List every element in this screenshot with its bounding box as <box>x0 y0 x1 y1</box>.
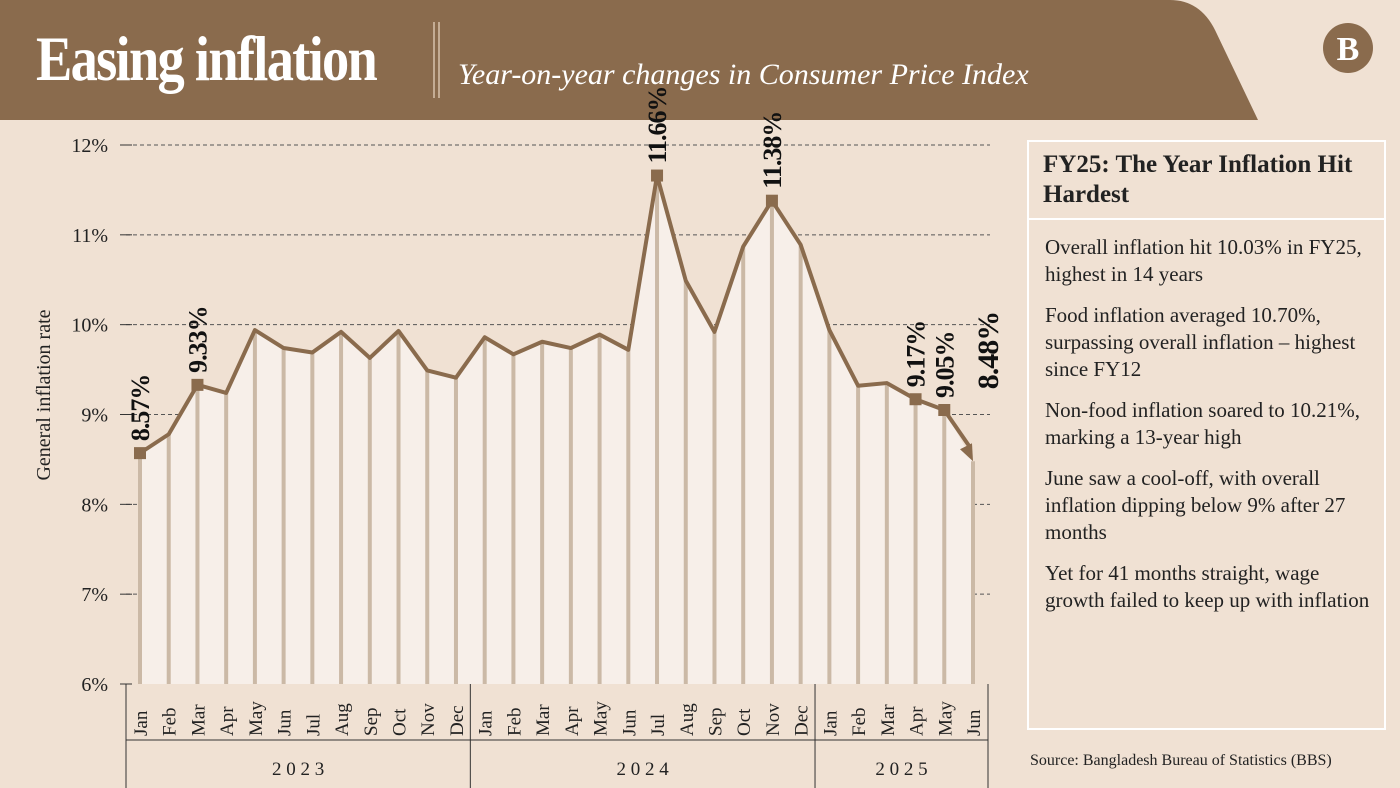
data-label: 11.66% <box>643 86 672 163</box>
x-tick-label: Sep <box>361 708 382 737</box>
x-tick-label: Nov <box>418 703 439 736</box>
x-tick-label: Apr <box>907 706 928 736</box>
x-tick-label: Oct <box>734 708 755 736</box>
y-tick-label: 9% <box>81 405 108 427</box>
x-tick-label: Oct <box>390 708 411 736</box>
data-label: 8.57% <box>126 375 155 442</box>
data-point-marker <box>651 169 664 182</box>
source-note: Source: Bangladesh Bureau of Statistics … <box>1030 752 1332 769</box>
year-label: 2 0 2 5 <box>875 759 927 780</box>
series-line <box>138 173 945 455</box>
x-tick-label: May <box>591 701 612 736</box>
x-tick-label: Apr <box>562 706 583 736</box>
x-tick-label: Mar <box>878 704 899 736</box>
data-point-marker <box>191 378 204 391</box>
x-tick-label: Aug <box>332 703 353 736</box>
chart-title: Easing inflation <box>36 23 378 94</box>
x-tick-label: Mar <box>533 704 554 736</box>
data-point-marker <box>938 404 951 417</box>
x-tick-label: Jul <box>303 714 324 736</box>
x-tick-label: Nov <box>763 703 784 736</box>
data-label: 9.05% <box>930 332 959 399</box>
arrow-head-icon <box>960 443 973 462</box>
y-tick-label: 12% <box>71 135 108 157</box>
x-tick-label: May <box>935 701 956 736</box>
data-point-marker <box>134 447 146 460</box>
data-label: 11.38% <box>758 112 787 189</box>
year-label: 2 0 2 3 <box>272 759 324 780</box>
data-label: 9.17% <box>902 321 931 388</box>
x-tick-label: Jan <box>131 710 152 736</box>
x-tick-label: May <box>246 701 267 736</box>
x-tick-label: Sep <box>705 708 726 737</box>
data-point-marker <box>765 194 778 207</box>
x-tick-label: Apr <box>217 706 238 736</box>
chart-subtitle: Year-on-year changes in Consumer Price I… <box>458 58 1029 91</box>
year-label: 2 0 2 4 <box>617 759 670 780</box>
x-tick-label: Jun <box>964 709 985 736</box>
line-chart: 6% 7% 8% 9% 10% 11% 12% General inflation rate 8… <box>33 86 1005 788</box>
y-tick-label: 7% <box>81 584 108 606</box>
x-tick-label: Feb <box>160 708 181 737</box>
panel-point: Non-food inflation soared to 10.21%, mar… <box>1045 398 1360 449</box>
panel-point: Food inflation averaged 10.70%, surpassi… <box>1045 303 1356 381</box>
svg-text:B: B <box>1337 31 1360 68</box>
y-tick-label: 10% <box>71 315 108 337</box>
x-tick-label: Jan <box>820 710 841 736</box>
series-line-end <box>942 408 972 449</box>
y-tick-label: 11% <box>72 225 108 247</box>
info-panel: FY25: The Year Inflation Hit Hardest Ove… <box>1027 140 1386 730</box>
panel-point: Overall inflation hit 10.03% in FY25, hi… <box>1045 235 1362 286</box>
y-axis-label: General inflation rate <box>33 309 55 480</box>
x-tick-label: Jun <box>619 709 640 736</box>
data-label: 8.48% <box>972 312 1005 390</box>
x-tick-label: Mar <box>188 704 209 736</box>
header-bar <box>0 0 1258 120</box>
tbs-logo-icon: B <box>1323 23 1373 73</box>
panel-title: FY25: The Year Inflation Hit Hardest <box>1029 142 1384 220</box>
y-tick-label: 8% <box>81 494 108 516</box>
x-tick-label: Jan <box>476 710 497 736</box>
x-tick-label: Dec <box>792 705 813 736</box>
y-tick-label: 6% <box>81 674 108 696</box>
x-tick-label: Jun <box>275 709 296 736</box>
area-fill <box>140 175 973 684</box>
data-label: 9.33% <box>183 306 212 373</box>
data-point-marker <box>909 393 922 406</box>
x-tick-label: Jul <box>648 714 669 736</box>
x-tick-label: Aug <box>677 703 698 736</box>
panel-point: June saw a cool-off, with overall inflat… <box>1045 466 1346 544</box>
x-tick-label: Dec <box>447 705 468 736</box>
x-tick-label: Feb <box>504 708 525 737</box>
x-tick-label: Feb <box>849 708 870 737</box>
panel-point: Yet for 41 months straight, wage growth … <box>1045 561 1370 612</box>
